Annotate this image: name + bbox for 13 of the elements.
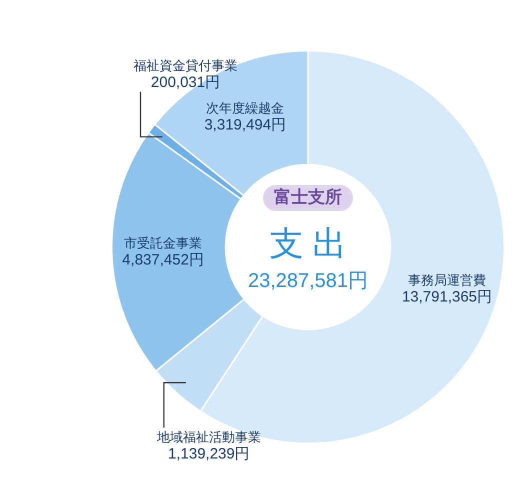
data-label: 1,139,239円 [168, 446, 250, 463]
slice-label: 市受託金事業 [124, 236, 202, 251]
slice-label: 福祉資金貸付事業 [134, 58, 238, 73]
data-label: 200,031円 [150, 74, 220, 91]
data-label: 13,791,365円 [402, 288, 492, 306]
slice-label: 事務局運営費 [408, 272, 486, 288]
data-label: 3,319,494円 [204, 116, 286, 134]
slice-label: 次年度繰越金 [206, 100, 284, 116]
text: 支 出 [269, 225, 347, 263]
slice-label: 地域福祉活動事業 [156, 430, 261, 445]
text: 23,287,581円 [248, 270, 368, 292]
data-label: 4,837,452円 [122, 252, 204, 269]
text: 富士支所 [274, 188, 342, 207]
